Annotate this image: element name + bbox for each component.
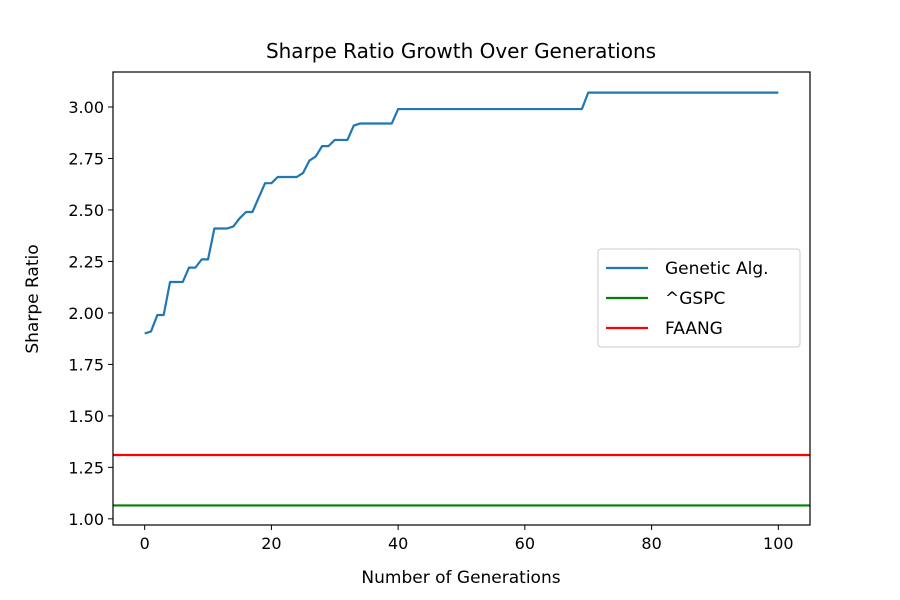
y-tick-label: 2.25 bbox=[68, 252, 104, 271]
y-axis-label: Sharpe Ratio bbox=[23, 244, 43, 353]
legend-item: Genetic Alg. bbox=[606, 259, 769, 279]
x-tick-label: 80 bbox=[641, 534, 661, 553]
legend-label: ^GSPC bbox=[665, 289, 725, 309]
y-tick-label: 2.75 bbox=[68, 149, 104, 168]
y-tick-label: 1.75 bbox=[68, 355, 104, 374]
y-tick-label: 2.50 bbox=[68, 201, 104, 220]
y-axis: 1.00 1.25 1.50 1.75 2.00 2.25 2.50 2.75 3.00 bbox=[68, 98, 113, 529]
x-tick-label: 40 bbox=[388, 534, 408, 553]
y-tick-label: 1.25 bbox=[68, 458, 104, 477]
plot-frame bbox=[112, 71, 811, 526]
x-axis: 0 20 40 60 80 100 bbox=[140, 525, 794, 553]
series-layer bbox=[113, 91, 810, 507]
x-tick-label: 20 bbox=[261, 534, 281, 553]
x-tick-label: 100 bbox=[763, 534, 794, 553]
legend-label: Genetic Alg. bbox=[665, 259, 769, 279]
legend-label: FAANG bbox=[665, 319, 723, 339]
x-tick-label: 60 bbox=[515, 534, 535, 553]
legend-item: FAANG bbox=[606, 319, 723, 339]
series-line-0 bbox=[144, 91, 779, 335]
y-tick-label: 2.00 bbox=[68, 304, 104, 323]
x-axis-label: Number of Generations bbox=[361, 568, 560, 588]
x-tick-label: 0 bbox=[140, 534, 150, 553]
y-tick-label: 3.00 bbox=[68, 98, 104, 117]
legend-box bbox=[597, 248, 801, 348]
legend: Genetic Alg. ^GSPC FAANG bbox=[597, 248, 801, 348]
legend-item: ^GSPC bbox=[606, 289, 725, 309]
chart-title: Sharpe Ratio Growth Over Generations bbox=[266, 39, 656, 63]
y-tick-label: 1.00 bbox=[68, 510, 104, 529]
y-tick-label: 1.50 bbox=[68, 407, 104, 426]
